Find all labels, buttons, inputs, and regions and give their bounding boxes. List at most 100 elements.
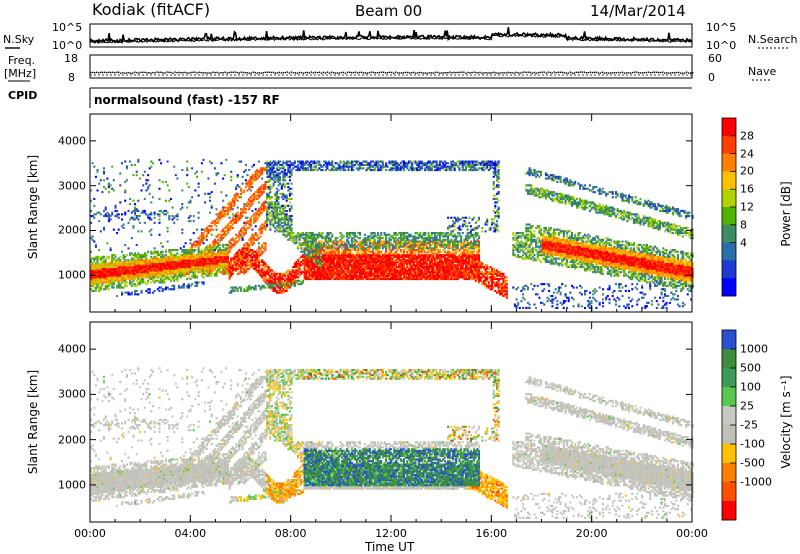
power-cell bbox=[176, 262, 179, 265]
power-cell bbox=[160, 272, 163, 275]
power-cell bbox=[114, 274, 117, 277]
power-cell bbox=[205, 255, 208, 258]
power-cell bbox=[98, 272, 101, 275]
power-cell bbox=[117, 213, 120, 216]
power-cell bbox=[184, 257, 187, 260]
freq-point bbox=[629, 72, 632, 74]
power-cell bbox=[109, 271, 112, 274]
power-cell bbox=[156, 264, 159, 267]
power-cell bbox=[124, 284, 127, 287]
power-cell bbox=[163, 260, 166, 263]
power-cell bbox=[173, 165, 176, 168]
power-cell bbox=[174, 267, 177, 270]
freq-point bbox=[635, 71, 638, 73]
freq-point bbox=[114, 72, 116, 74]
power-cell bbox=[140, 272, 143, 275]
power-cell bbox=[173, 254, 176, 257]
power-cell bbox=[137, 264, 140, 267]
power-cell bbox=[173, 255, 176, 258]
power-cell bbox=[124, 276, 127, 279]
freq-point bbox=[156, 71, 158, 73]
power-cell bbox=[106, 211, 109, 214]
power-cell bbox=[137, 254, 140, 257]
power-cell bbox=[134, 269, 137, 272]
power-cell bbox=[178, 286, 181, 289]
power-cell bbox=[140, 189, 143, 192]
power-cell bbox=[184, 260, 187, 263]
power-cell bbox=[145, 264, 148, 267]
power-cell bbox=[143, 281, 146, 284]
power-cell bbox=[116, 286, 119, 289]
power-cell bbox=[179, 260, 182, 263]
power-cell bbox=[153, 266, 156, 269]
power-cell bbox=[225, 194, 228, 197]
freq-point bbox=[417, 72, 419, 74]
power-cell bbox=[130, 237, 133, 240]
power-cell bbox=[121, 274, 124, 277]
power-cell bbox=[171, 215, 174, 218]
freq-point bbox=[358, 71, 361, 74]
freq-point bbox=[374, 72, 377, 74]
power-cell bbox=[124, 281, 127, 284]
power-cell bbox=[142, 278, 145, 281]
power-cell bbox=[261, 177, 264, 180]
power-cell bbox=[158, 213, 161, 216]
power-cell bbox=[148, 289, 151, 292]
freq-point bbox=[346, 71, 349, 73]
power-cell bbox=[96, 276, 99, 279]
power-cell bbox=[117, 271, 120, 274]
power-cell bbox=[163, 274, 166, 277]
power-cell bbox=[109, 266, 112, 269]
freq-point bbox=[381, 71, 383, 73]
power-cell bbox=[91, 284, 94, 287]
power-cell bbox=[132, 278, 135, 281]
power-cell bbox=[200, 170, 203, 173]
power-cell bbox=[111, 281, 114, 284]
freq-point bbox=[525, 71, 527, 74]
power-cell bbox=[104, 206, 107, 209]
freq-point bbox=[250, 72, 252, 74]
power-cell bbox=[130, 257, 133, 260]
power-cell bbox=[93, 266, 96, 269]
power-cell bbox=[150, 269, 153, 272]
freq-point bbox=[126, 72, 128, 74]
power-cell bbox=[134, 259, 137, 262]
power-cell bbox=[130, 260, 133, 263]
power-cell bbox=[161, 211, 164, 214]
power-cell bbox=[171, 260, 174, 263]
power-cell bbox=[191, 254, 194, 257]
power-cell bbox=[207, 269, 210, 272]
freq-point bbox=[188, 72, 190, 74]
power-cell bbox=[241, 215, 244, 218]
power-cell bbox=[199, 242, 202, 245]
freq-point bbox=[565, 72, 567, 74]
power-cell bbox=[104, 262, 107, 265]
power-cell bbox=[223, 174, 226, 177]
power-cell bbox=[143, 264, 146, 267]
freq-point bbox=[318, 71, 321, 73]
power-cell bbox=[168, 266, 171, 269]
power-cell bbox=[134, 254, 137, 257]
power-cell bbox=[182, 254, 185, 257]
power-cell bbox=[117, 278, 120, 281]
power-cell bbox=[103, 215, 106, 218]
freq-point bbox=[459, 71, 461, 74]
power-cell bbox=[145, 259, 148, 262]
power-cell bbox=[230, 175, 233, 178]
power-cell bbox=[134, 203, 137, 206]
power-cell bbox=[134, 271, 137, 274]
freq-point bbox=[242, 71, 244, 74]
power-cell bbox=[107, 284, 110, 287]
power-cell bbox=[111, 264, 114, 267]
power-cell bbox=[153, 264, 156, 267]
power-cell bbox=[127, 221, 130, 224]
power-cell bbox=[152, 274, 155, 277]
power-cell bbox=[93, 264, 96, 267]
power-cell bbox=[104, 276, 107, 279]
freq-point bbox=[591, 71, 594, 74]
power-cell bbox=[168, 276, 171, 279]
freq-point bbox=[673, 72, 676, 74]
power-cell bbox=[196, 266, 199, 269]
power-cell bbox=[101, 283, 104, 286]
power-cell bbox=[192, 267, 195, 270]
